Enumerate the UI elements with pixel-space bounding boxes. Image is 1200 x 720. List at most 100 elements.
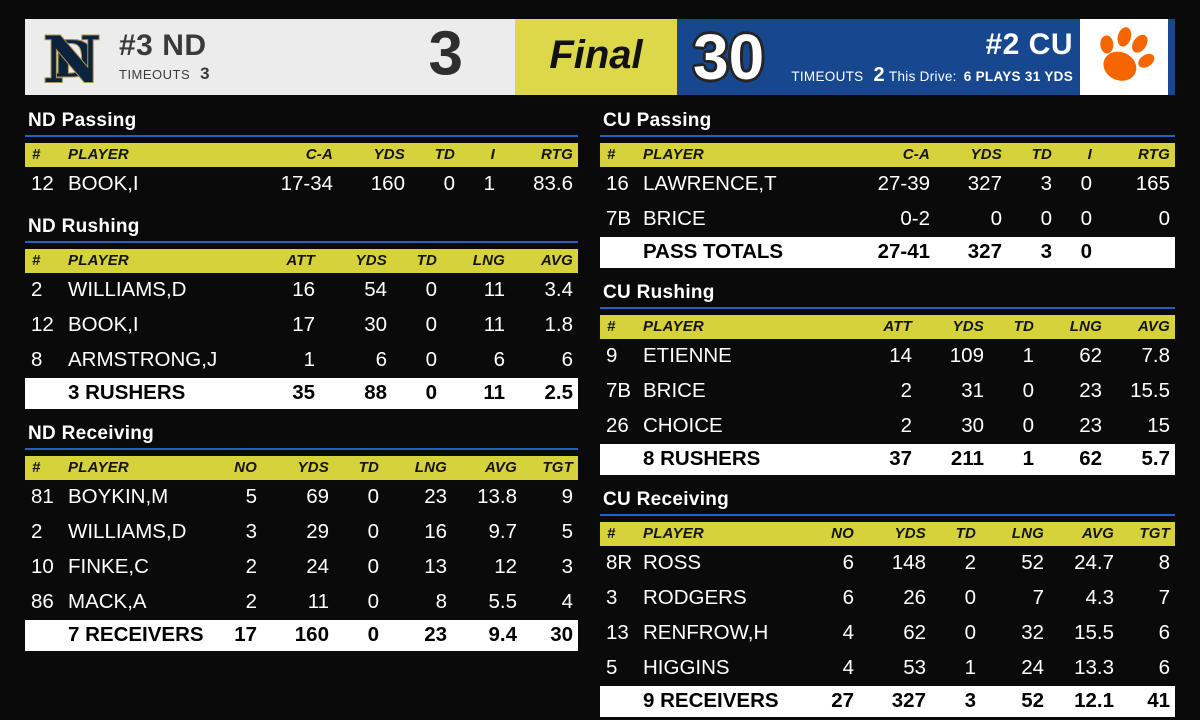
player-name: HIGGINS: [643, 656, 730, 679]
player-number: 26: [606, 414, 629, 437]
total-value: [25, 378, 65, 409]
stat-value: 13.3: [1074, 656, 1114, 679]
total-value: 27-41: [877, 240, 930, 263]
total-value: [1095, 237, 1175, 268]
column-header-rtg: RTG: [541, 146, 573, 163]
totals-row: 7 RECEIVERS 17 160 0 23 9.4 30: [25, 620, 578, 651]
player-stat-row: 12 BOOK,I 17 30 0 11 1.8: [25, 308, 578, 343]
stat-value: 4: [842, 656, 854, 679]
player-name: WILLIAMS,D: [68, 520, 187, 543]
stats-table: # PLAYER C-A YDS TD I RTG 16 LAWRENCE,T 27-39 327 3…: [600, 143, 1175, 268]
stat-value: 4: [561, 590, 573, 613]
stat-value: 0: [425, 313, 437, 336]
totals-row: PASS TOTALS 27-41 327 3 0: [600, 237, 1175, 268]
game-status-badge: Final: [515, 19, 677, 95]
column-header-yds: YDS: [373, 146, 405, 163]
section-title: CU Rushing: [600, 280, 1175, 309]
column-header-yds: YDS: [297, 459, 329, 476]
stat-section-nd-rushing: ND Rushing # PLAYER ATT YDS TD LNG AVG 2 WILLIAMS…: [25, 214, 578, 409]
home-team-panel: D N #3 ND TIMEOUTS 3 3: [25, 19, 515, 95]
stat-value: 6: [375, 348, 387, 371]
stats-table: # PLAYER NO YDS TD LNG AVG TGT 81 BOYKIN,M 5 69 0 23 1…: [25, 456, 578, 651]
away-score: 30: [693, 21, 765, 93]
stat-value: 0: [1080, 172, 1092, 195]
stat-value: 30: [961, 414, 984, 437]
totals-label: 3 RUSHERS: [68, 381, 186, 404]
player-name: WILLIAMS,D: [68, 278, 187, 301]
stat-value: 0: [990, 207, 1002, 230]
player-stat-row: 2 WILLIAMS,D 16 54 0 11 3.4: [25, 273, 578, 308]
home-team-info: #3 ND TIMEOUTS 3: [119, 30, 210, 85]
away-team-panel: 30 #2 CU TIMEOUTS 2 This Drive: 6 PLAYS 31 …: [677, 19, 1175, 95]
player-stat-row: 3 RODGERS 6 26 0 7 4.3 7: [600, 581, 1175, 616]
player-number: 13: [606, 621, 629, 644]
stat-value: 24.7: [1074, 551, 1114, 574]
stat-value: 6: [1158, 621, 1170, 644]
player-number: 10: [31, 555, 54, 578]
svg-text:D: D: [52, 31, 95, 89]
stat-value: 54: [364, 278, 387, 301]
player-number: 12: [31, 313, 54, 336]
player-name: CHOICE: [643, 414, 723, 437]
stat-value: 8: [435, 590, 447, 613]
total-value: 37: [889, 447, 912, 470]
total-value: 62: [1079, 447, 1102, 470]
total-value: 11: [483, 381, 505, 404]
section-title: ND Rushing: [25, 214, 578, 243]
scoreboard: D N #3 ND TIMEOUTS 3 3 Final 30 #2 CU TIM…: [25, 19, 1175, 95]
player-number: 2: [31, 520, 43, 543]
player-stat-row: 8 ARMSTRONG,J 1 6 0 6 6: [25, 343, 578, 378]
player-name: RENFROW,H: [643, 621, 769, 644]
stat-value: 148: [891, 551, 926, 574]
stat-value: 69: [306, 485, 329, 508]
column-header-yds: YDS: [894, 525, 926, 542]
column-header-yds: YDS: [952, 318, 984, 335]
stat-value: 11: [483, 313, 505, 336]
total-value: [25, 620, 65, 651]
stat-value: 3.4: [544, 278, 574, 301]
stat-value: 23: [424, 485, 447, 508]
stat-value: 9.7: [488, 520, 518, 543]
column-header--: #: [607, 525, 616, 542]
stat-value: 23: [1079, 379, 1102, 402]
stat-value: 7: [1158, 586, 1170, 609]
stat-value: 3: [1040, 172, 1052, 195]
stat-value: 2: [245, 590, 257, 613]
stat-value: 62: [1079, 344, 1102, 367]
stat-value: 3: [561, 555, 573, 578]
home-timeouts: TIMEOUTS 3: [119, 64, 210, 84]
stat-value: 1.8: [544, 313, 574, 336]
column-header-td: TD: [955, 525, 976, 542]
home-score: 3: [428, 19, 463, 89]
column-header-player: PLAYER: [643, 318, 704, 335]
stat-value: 6: [561, 348, 573, 371]
stat-value: 26: [903, 586, 926, 609]
player-stat-row: 7B BRICE 2 31 0 23 15.5: [600, 374, 1175, 409]
away-timeouts-label: TIMEOUTS: [791, 69, 864, 84]
away-timeouts-drive: TIMEOUTS 2 This Drive: 6 PLAYS 31 YDS: [791, 64, 1073, 87]
away-team-info: #2 CU TIMEOUTS 2 This Drive: 6 PLAYS 31 YDS: [791, 28, 1073, 87]
total-value: 327: [967, 240, 1002, 263]
stat-value: 16: [292, 278, 315, 301]
stat-value: 0: [367, 485, 379, 508]
totals-label: 7 RECEIVERS: [68, 623, 204, 646]
stat-value: 4: [842, 621, 854, 644]
home-timeouts-label: TIMEOUTS: [119, 67, 191, 83]
player-name: BRICE: [643, 207, 706, 230]
stat-value: 327: [967, 172, 1002, 195]
stat-value: 6: [493, 348, 505, 371]
total-value: 0: [1080, 240, 1092, 263]
player-name: BOOK,I: [68, 313, 139, 336]
stat-value: 0: [1022, 414, 1034, 437]
column-header-yds: YDS: [970, 146, 1002, 163]
stat-value: 0: [425, 278, 437, 301]
player-name: ROSS: [643, 551, 702, 574]
total-value: 5.7: [1141, 447, 1171, 470]
stat-value: 2: [964, 551, 976, 574]
stat-value: 4.3: [1085, 586, 1115, 609]
stat-value: 15.5: [1130, 379, 1170, 402]
player-number: 8: [31, 348, 43, 371]
stats-columns: ND Passing # PLAYER C-A YDS TD I RTG 12 BOOK,I 17-…: [25, 98, 1175, 717]
column-header-rtg: RTG: [1138, 146, 1170, 163]
